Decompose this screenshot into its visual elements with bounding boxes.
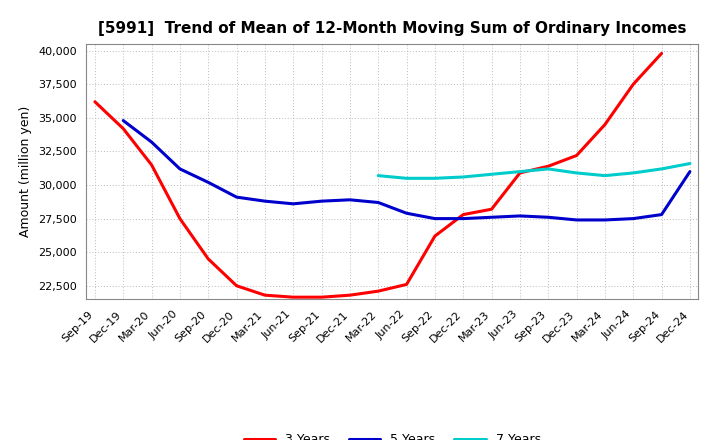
5 Years (346, 197, 354, 202)
3 Years (516, 170, 524, 176)
Line: 3 Years: 3 Years (95, 53, 662, 297)
3 Years (233, 283, 241, 288)
5 Years (261, 198, 269, 204)
5 Years (572, 217, 581, 223)
7 Years (685, 161, 694, 166)
3 Years (91, 99, 99, 104)
7 Years (544, 166, 552, 172)
5 Years (402, 211, 411, 216)
5 Years (544, 215, 552, 220)
7 Years (629, 170, 637, 176)
5 Years (487, 215, 496, 220)
5 Years (289, 201, 297, 206)
5 Years (148, 139, 156, 145)
3 Years (431, 234, 439, 239)
3 Years (119, 126, 127, 131)
3 Years (572, 153, 581, 158)
3 Years (261, 293, 269, 298)
7 Years (374, 173, 382, 178)
3 Years (374, 289, 382, 294)
3 Years (402, 282, 411, 287)
5 Years (685, 169, 694, 174)
5 Years (374, 200, 382, 205)
7 Years (572, 170, 581, 176)
7 Years (657, 166, 666, 172)
7 Years (487, 172, 496, 177)
Line: 5 Years: 5 Years (123, 121, 690, 220)
3 Years (629, 82, 637, 87)
3 Years (318, 294, 326, 300)
5 Years (233, 194, 241, 200)
3 Years (544, 164, 552, 169)
3 Years (346, 293, 354, 298)
7 Years (459, 174, 467, 180)
3 Years (600, 122, 609, 127)
5 Years (629, 216, 637, 221)
Title: [5991]  Trend of Mean of 12-Month Moving Sum of Ordinary Incomes: [5991] Trend of Mean of 12-Month Moving … (98, 21, 687, 36)
5 Years (600, 217, 609, 223)
5 Years (516, 213, 524, 219)
5 Years (459, 216, 467, 221)
Legend: 3 Years, 5 Years, 7 Years: 3 Years, 5 Years, 7 Years (239, 428, 546, 440)
5 Years (204, 180, 212, 185)
5 Years (119, 118, 127, 123)
7 Years (516, 169, 524, 174)
3 Years (204, 256, 212, 261)
3 Years (657, 51, 666, 56)
Y-axis label: Amount (million yen): Amount (million yen) (19, 106, 32, 237)
5 Years (318, 198, 326, 204)
3 Years (459, 212, 467, 217)
3 Years (487, 206, 496, 212)
7 Years (431, 176, 439, 181)
3 Years (176, 216, 184, 221)
5 Years (176, 166, 184, 172)
3 Years (148, 162, 156, 168)
5 Years (657, 212, 666, 217)
7 Years (402, 176, 411, 181)
Line: 7 Years: 7 Years (378, 164, 690, 178)
5 Years (431, 216, 439, 221)
7 Years (600, 173, 609, 178)
3 Years (289, 294, 297, 300)
